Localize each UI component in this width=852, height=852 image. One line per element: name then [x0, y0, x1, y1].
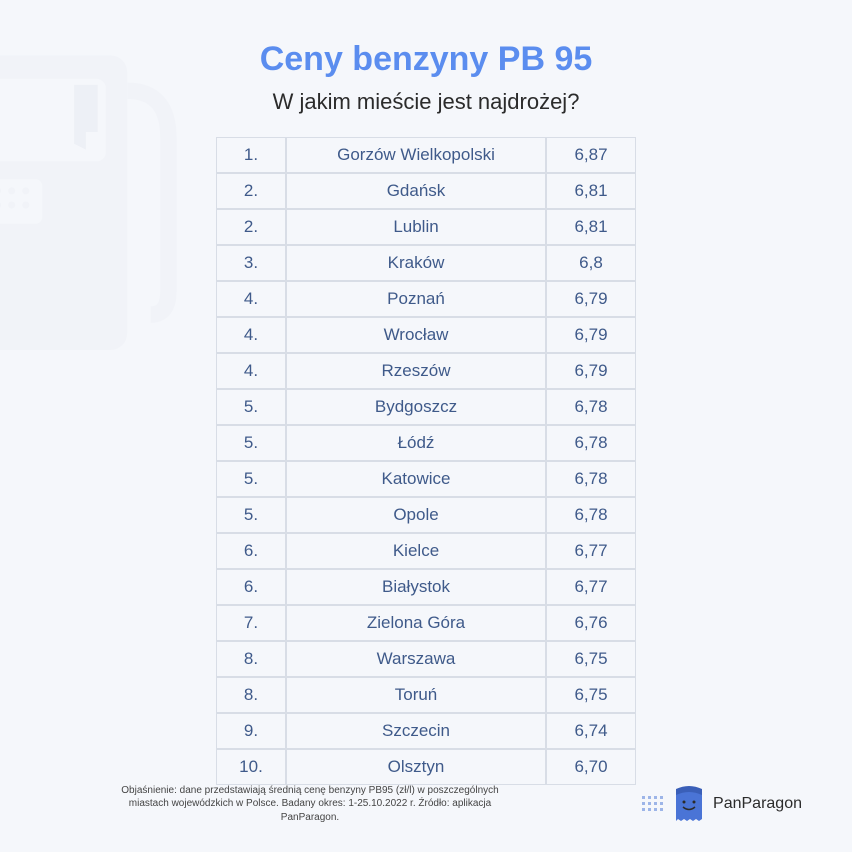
city-cell: Rzeszów [286, 353, 546, 389]
city-cell: Poznań [286, 281, 546, 317]
price-cell: 6,77 [546, 533, 636, 569]
rank-cell: 6. [216, 533, 286, 569]
price-cell: 6,76 [546, 605, 636, 641]
rank-cell: 8. [216, 641, 286, 677]
rank-cell: 5. [216, 461, 286, 497]
city-cell: Toruń [286, 677, 546, 713]
rank-cell: 1. [216, 137, 286, 173]
price-cell: 6,79 [546, 353, 636, 389]
price-cell: 6,81 [546, 173, 636, 209]
rank-cell: 2. [216, 173, 286, 209]
rank-cell: 5. [216, 497, 286, 533]
rank-cell: 5. [216, 389, 286, 425]
table-row: 6.Białystok6,77 [216, 569, 636, 605]
table-row: 8.Toruń6,75 [216, 677, 636, 713]
city-cell: Szczecin [286, 713, 546, 749]
city-cell: Gdańsk [286, 173, 546, 209]
price-cell: 6,87 [546, 137, 636, 173]
table-row: 1.Gorzów Wielkopolski6,87 [216, 137, 636, 173]
page-title: Ceny benzyny PB 95 [0, 40, 852, 79]
table-row: 10.Olsztyn6,70 [216, 749, 636, 785]
logo-text: PanParagon [713, 795, 802, 813]
table-row: 4.Poznań6,79 [216, 281, 636, 317]
rank-cell: 8. [216, 677, 286, 713]
rank-cell: 4. [216, 317, 286, 353]
price-cell: 6,75 [546, 677, 636, 713]
rank-cell: 2. [216, 209, 286, 245]
price-cell: 6,78 [546, 497, 636, 533]
table-row: 4.Wrocław6,79 [216, 317, 636, 353]
rank-cell: 3. [216, 245, 286, 281]
table-row: 3.Kraków6,8 [216, 245, 636, 281]
city-cell: Zielona Góra [286, 605, 546, 641]
table-row: 2.Lublin6,81 [216, 209, 636, 245]
receipt-mascot-icon [673, 785, 705, 823]
price-cell: 6,8 [546, 245, 636, 281]
city-cell: Kielce [286, 533, 546, 569]
city-cell: Wrocław [286, 317, 546, 353]
price-cell: 6,78 [546, 389, 636, 425]
table-row: 5.Bydgoszcz6,78 [216, 389, 636, 425]
city-cell: Opole [286, 497, 546, 533]
logo-dots-icon [642, 796, 663, 811]
city-cell: Lublin [286, 209, 546, 245]
price-cell: 6,77 [546, 569, 636, 605]
city-cell: Łódź [286, 425, 546, 461]
city-cell: Białystok [286, 569, 546, 605]
price-cell: 6,70 [546, 749, 636, 785]
city-cell: Warszawa [286, 641, 546, 677]
price-cell: 6,79 [546, 281, 636, 317]
city-cell: Kraków [286, 245, 546, 281]
city-cell: Katowice [286, 461, 546, 497]
panparagon-logo: PanParagon [642, 785, 802, 823]
rank-cell: 5. [216, 425, 286, 461]
price-cell: 6,81 [546, 209, 636, 245]
city-cell: Olsztyn [286, 749, 546, 785]
table-row: 9.Szczecin6,74 [216, 713, 636, 749]
price-cell: 6,78 [546, 461, 636, 497]
rank-cell: 6. [216, 569, 286, 605]
city-cell: Gorzów Wielkopolski [286, 137, 546, 173]
table-row: 7.Zielona Góra6,76 [216, 605, 636, 641]
table-row: 4.Rzeszów6,79 [216, 353, 636, 389]
rank-cell: 10. [216, 749, 286, 785]
table-row: 5.Opole6,78 [216, 497, 636, 533]
table-row: 2.Gdańsk6,81 [216, 173, 636, 209]
price-cell: 6,78 [546, 425, 636, 461]
table-row: 8.Warszawa6,75 [216, 641, 636, 677]
table-row: 5.Łódź6,78 [216, 425, 636, 461]
footnote-text: Objaśnienie: dane przedstawiają średnią … [100, 784, 520, 825]
table-row: 6.Kielce6,77 [216, 533, 636, 569]
price-cell: 6,79 [546, 317, 636, 353]
table-row: 5.Katowice6,78 [216, 461, 636, 497]
rank-cell: 9. [216, 713, 286, 749]
price-cell: 6,74 [546, 713, 636, 749]
price-table: 1.Gorzów Wielkopolski6,872.Gdańsk6,812.L… [216, 137, 636, 785]
rank-cell: 4. [216, 353, 286, 389]
price-cell: 6,75 [546, 641, 636, 677]
page-subtitle: W jakim mieście jest najdrożej? [0, 89, 852, 115]
rank-cell: 7. [216, 605, 286, 641]
city-cell: Bydgoszcz [286, 389, 546, 425]
rank-cell: 4. [216, 281, 286, 317]
